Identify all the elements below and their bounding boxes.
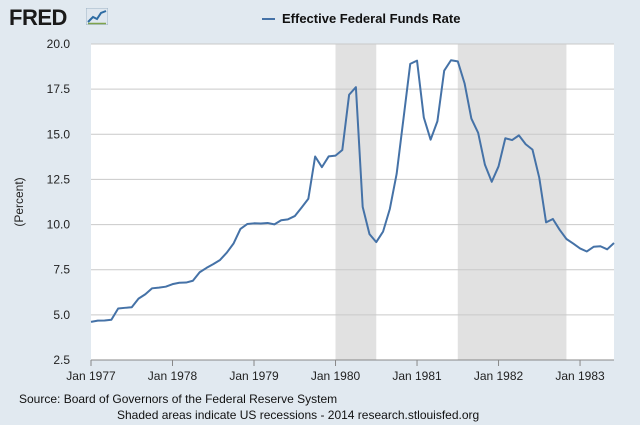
x-tick-label: Jan 1982 bbox=[474, 369, 524, 383]
fred-logo: FRED bbox=[9, 5, 67, 30]
y-tick-label: 15.0 bbox=[47, 127, 71, 141]
axes: 2.5 5.0 7.5 10.0 12.5 15.0 17.5 20.0 Jan 1977 Jan… bbox=[47, 37, 614, 383]
legend-swatch bbox=[262, 17, 275, 20]
y-tick-label: 7.5 bbox=[53, 263, 70, 277]
x-tick-label: Jan 1983 bbox=[555, 369, 605, 383]
fred-chart-logo-icon bbox=[86, 8, 108, 25]
series-layer bbox=[90, 59, 615, 323]
source-note: Source: Board of Governors of the Federa… bbox=[19, 392, 338, 406]
series-line bbox=[90, 59, 615, 323]
y-tick-label: 2.5 bbox=[53, 353, 70, 367]
x-tick-label: Jan 1980 bbox=[311, 369, 361, 383]
y-tick-label: 20.0 bbox=[47, 37, 71, 51]
y-tick-label: 17.5 bbox=[47, 82, 71, 96]
recession-band bbox=[457, 44, 567, 360]
x-tick-label: Jan 1981 bbox=[392, 369, 442, 383]
legend-label: Effective Federal Funds Rate bbox=[282, 11, 461, 26]
x-tick-label: Jan 1978 bbox=[148, 369, 198, 383]
y-tick-label: 12.5 bbox=[47, 172, 71, 186]
line-chart: 2.5 5.0 7.5 10.0 12.5 15.0 17.5 20.0 Jan 1977 Jan… bbox=[12, 37, 615, 383]
x-tick-label: Jan 1977 bbox=[66, 369, 116, 383]
y-axis-label: (Percent) bbox=[12, 177, 26, 226]
x-tick-label: Jan 1979 bbox=[229, 369, 279, 383]
chart-legend[interactable]: Effective Federal Funds Rate bbox=[262, 11, 460, 26]
recession-note: Shaded areas indicate US recessions - 20… bbox=[117, 408, 480, 422]
y-tick-label: 5.0 bbox=[53, 308, 70, 322]
y-tick-label: 10.0 bbox=[47, 218, 71, 232]
